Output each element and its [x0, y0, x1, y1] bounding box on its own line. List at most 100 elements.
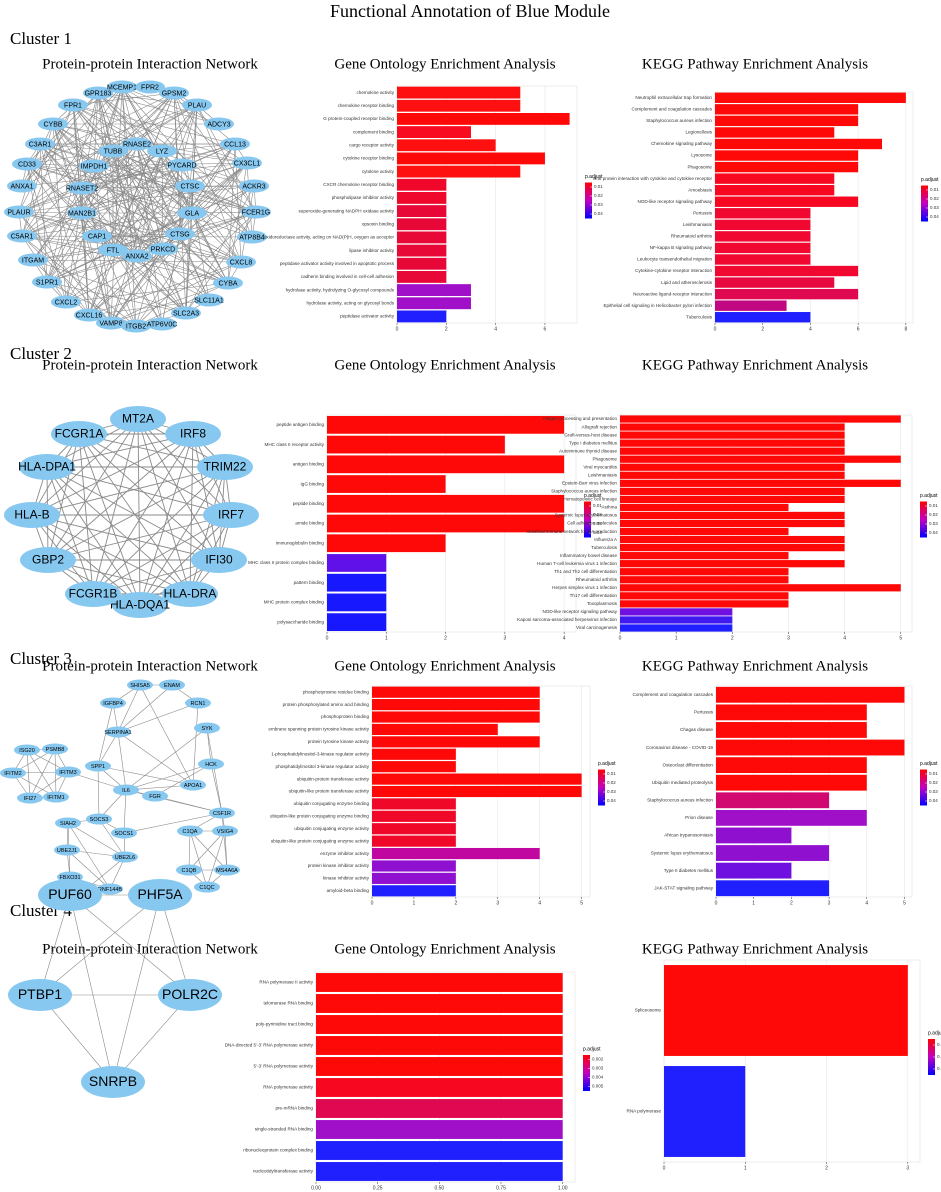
- bar: [715, 300, 787, 311]
- node: [111, 827, 137, 839]
- node: [194, 722, 220, 734]
- node-label: MCEMP1: [107, 84, 137, 91]
- edge: [112, 92, 175, 251]
- y-tick-label: ubiquitin-like protein conjugating enzym…: [270, 814, 370, 819]
- node: [158, 979, 222, 1011]
- edge: [98, 818, 126, 858]
- edge: [112, 104, 198, 251]
- edge: [46, 255, 138, 283]
- x-tick-label: 0: [371, 900, 374, 906]
- edge: [179, 185, 255, 235]
- colorbar: [598, 769, 605, 806]
- node-label: UBE2L6: [115, 855, 136, 861]
- edge: [78, 433, 191, 595]
- edge: [224, 830, 228, 871]
- edge: [136, 143, 242, 263]
- edge: [246, 162, 253, 238]
- y-tick-label: NF-kappa B signaling pathway: [650, 245, 713, 250]
- y-tick-label: kinase inhibitor activity: [323, 876, 370, 881]
- bar: [397, 99, 521, 112]
- bar: [372, 748, 456, 760]
- y-tick-label: Complement and coagulation cascades: [633, 692, 714, 697]
- bar: [372, 773, 582, 785]
- edge: [210, 763, 223, 814]
- edge: [93, 165, 187, 314]
- edge: [46, 466, 232, 516]
- y-tick-label: peptidase activator activity involved in…: [280, 261, 395, 266]
- node: [112, 592, 168, 618]
- bar: [372, 847, 540, 860]
- edge: [81, 143, 138, 214]
- node: [232, 156, 262, 170]
- bar: [372, 711, 540, 723]
- edge: [221, 812, 228, 871]
- plot-background: [715, 685, 913, 898]
- y-tick-label: NOD-like receptor signaling pathway: [542, 609, 617, 614]
- colorbar: [928, 1039, 935, 1075]
- node: [237, 230, 267, 244]
- node-label: C1QA: [183, 829, 198, 835]
- edge: [18, 211, 242, 263]
- x-tick-label: 0.00: [311, 1185, 321, 1191]
- node: [98, 144, 128, 158]
- node: [110, 406, 166, 432]
- x-tick-label: 3: [787, 635, 790, 641]
- y-tick-label: Neutrophil extracellular trap formation: [635, 95, 712, 100]
- bar: [316, 1057, 563, 1076]
- colorbar-tick-label: 0.002: [592, 1057, 604, 1062]
- y-tick-label: Hematopoietic cell lineage: [563, 497, 617, 502]
- bar: [397, 284, 471, 297]
- node-label: IFI27: [24, 796, 37, 802]
- node-label: C1QB: [182, 868, 197, 874]
- bar: [372, 872, 456, 884]
- edge: [81, 143, 236, 214]
- x-tick-label: 0: [663, 1165, 666, 1171]
- x-tick-label: 4: [843, 635, 846, 641]
- bar: [620, 552, 789, 560]
- x-tick-label: 2: [444, 635, 447, 641]
- edge: [136, 143, 181, 235]
- node: [25, 137, 55, 151]
- colorbar-tick-label: 0.01: [593, 503, 602, 508]
- node-label: PUF60: [48, 886, 92, 902]
- edge: [121, 86, 248, 164]
- node: [65, 581, 121, 607]
- y-tick-label: Staphylococcus aureus infection: [551, 489, 617, 494]
- colorbar-title: p.adjust: [920, 761, 938, 767]
- edge: [69, 894, 191, 996]
- edge: [21, 165, 95, 237]
- y-tick-label: NOD-like receptor signaling pathway: [637, 199, 712, 204]
- y-tick-label: CXCR chemokine receptor binding: [323, 182, 394, 187]
- bar: [716, 809, 867, 826]
- node-label: FCGR1B: [69, 587, 118, 601]
- x-tick-label: 2: [825, 1165, 828, 1171]
- colorbar-tick-label: 0.02: [929, 780, 938, 785]
- y-tick-label: Viral protein interaction with cytokine …: [592, 176, 712, 181]
- node: [43, 791, 69, 803]
- edge: [189, 830, 228, 871]
- edge: [26, 163, 193, 214]
- x-tick-label: 4: [494, 326, 497, 332]
- x-tick-label: 2: [731, 635, 734, 641]
- edge: [26, 163, 191, 187]
- bar: [397, 152, 545, 165]
- y-tick-label: chemokine receptor binding: [338, 103, 395, 108]
- x-tick-label: 2: [454, 900, 457, 906]
- node: [162, 581, 218, 607]
- colorbar-title: p.adjust: [921, 177, 939, 183]
- edge: [123, 789, 127, 834]
- edge: [88, 248, 164, 316]
- bar: [620, 624, 733, 632]
- y-tick-label: opsonin binding: [362, 221, 395, 226]
- node: [147, 317, 177, 331]
- network: PUF60 PHF5A PTBP1 POLR2C SNRPB: [8, 879, 222, 1098]
- y-tick-label: Th1 and Th2 cell differentiation: [554, 569, 617, 574]
- edge: [81, 212, 90, 316]
- node-label: CD33: [18, 161, 36, 168]
- y-tick-label: Legionellosis: [685, 130, 712, 135]
- y-tick-label: Chagas disease: [680, 727, 713, 732]
- y-tick-label: Osteoclast differentiation: [663, 762, 714, 767]
- bar: [372, 885, 456, 897]
- colorbar-title: p.adjust: [585, 174, 603, 180]
- bar: [620, 423, 845, 431]
